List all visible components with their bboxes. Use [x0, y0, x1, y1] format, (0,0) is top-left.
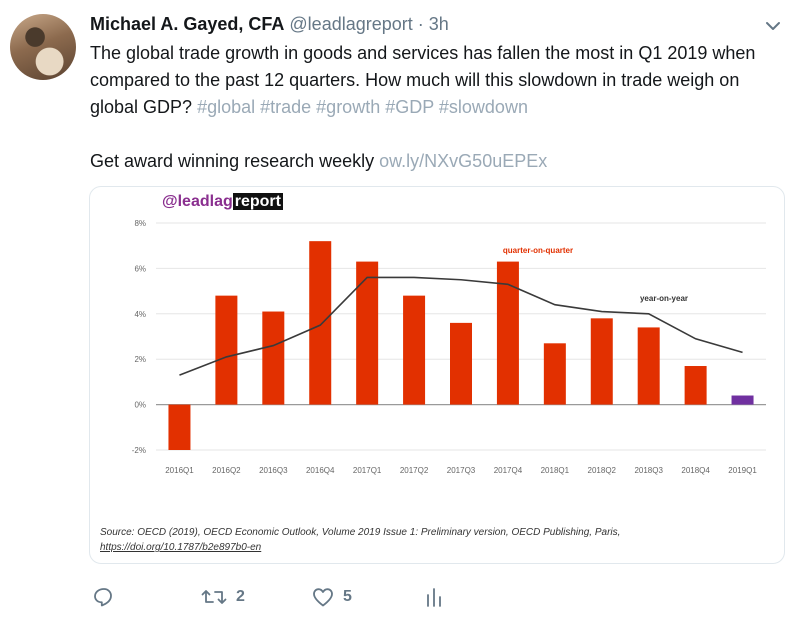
media-card[interactable]: @leadlag report -2% 0% 2% 4% 6% 8% 2016Q1 2016Q2…: [89, 186, 785, 564]
source-note: Source: OECD (2019), OECD Economic Outlo…: [100, 525, 770, 555]
y-tick-label: 4%: [134, 310, 146, 319]
like-count: 5: [343, 588, 352, 605]
analytics-button[interactable]: [422, 585, 446, 609]
x-tick-label: 2019Q1: [728, 466, 757, 475]
x-tick-label: 2017Q4: [494, 466, 523, 475]
bar: [496, 261, 519, 405]
source-text: Source: OECD (2019), OECD Economic Outlo…: [100, 527, 621, 538]
bar: [309, 241, 332, 405]
x-tick-label: 2018Q3: [634, 466, 663, 475]
x-tick-label: 2018Q4: [681, 466, 710, 475]
trade-growth-chart: -2% 0% 2% 4% 6% 8% 2016Q1 2016Q2 2016Q3 2016Q4 201…: [132, 219, 766, 475]
bar: [450, 322, 472, 405]
reply-icon[interactable]: [92, 585, 116, 609]
tweet-text: The global trade growth in goods and ser…: [90, 40, 780, 175]
cta-link[interactable]: ow.ly/NXvG50uEPEx: [379, 151, 548, 171]
retweet-count: 2: [236, 588, 245, 605]
bar: [731, 395, 754, 405]
tweet-header: Michael A. Gayed, CFA @leadlagreport · 3…: [90, 13, 449, 35]
y-tick-label: 8%: [134, 219, 146, 228]
series-line: [179, 276, 743, 376]
retweet-icon[interactable]: [200, 585, 228, 609]
reply-button[interactable]: [92, 585, 116, 609]
y-tick-label: 6%: [134, 264, 146, 273]
cta-text: Get award winning research weekly: [90, 151, 375, 171]
source-link[interactable]: https://doi.org/10.1787/b2e897b0-en: [100, 542, 262, 553]
bar: [684, 366, 707, 405]
brand-logo: @leadlag report: [162, 193, 283, 211]
x-tick-label: 2018Q1: [541, 466, 570, 475]
like-button[interactable]: 5: [311, 585, 352, 609]
brand-part2: report: [232, 193, 283, 210]
series-label-quarter-on-quarter: quarter-on-quarter: [503, 246, 573, 255]
author-name[interactable]: Michael A. Gayed, CFA: [90, 14, 285, 34]
author-handle[interactable]: @leadlagreport: [289, 14, 413, 34]
y-tick-label: 2%: [134, 355, 146, 364]
timestamp[interactable]: 3h: [428, 14, 449, 34]
x-tick-label: 2016Q2: [212, 466, 241, 475]
x-tick-label: 2018Q2: [588, 466, 617, 475]
bar: [262, 311, 285, 405]
brand-part1: @leadlag: [162, 193, 233, 210]
x-tick-label: 2017Q3: [447, 466, 476, 475]
retweet-button[interactable]: 2: [200, 585, 245, 609]
bar-chart-icon[interactable]: [422, 585, 446, 609]
bar: [215, 295, 238, 405]
chevron-down-icon[interactable]: [763, 16, 783, 36]
bar: [543, 343, 566, 405]
separator: ·: [417, 14, 424, 34]
x-tick-label: 2017Q1: [353, 466, 382, 475]
bar: [403, 295, 426, 405]
x-tick-label: 2016Q4: [306, 466, 335, 475]
x-tick-label: 2016Q3: [259, 466, 288, 475]
avatar[interactable]: [10, 14, 76, 80]
series-label-year-on-year: year-on-year: [640, 294, 688, 303]
tweet-body: The global trade growth in goods and ser…: [90, 43, 756, 117]
x-tick-label: 2016Q1: [165, 466, 194, 475]
x-tick-label: 2017Q2: [400, 466, 429, 475]
bar: [356, 261, 379, 405]
y-tick-label: -2%: [132, 446, 146, 455]
hashtag-list[interactable]: #global #trade #growth #GDP #slowdown: [197, 97, 528, 117]
bar: [168, 404, 191, 450]
bar: [637, 327, 660, 405]
heart-icon[interactable]: [311, 585, 335, 609]
y-tick-label: 0%: [134, 401, 146, 410]
bar: [590, 318, 613, 405]
